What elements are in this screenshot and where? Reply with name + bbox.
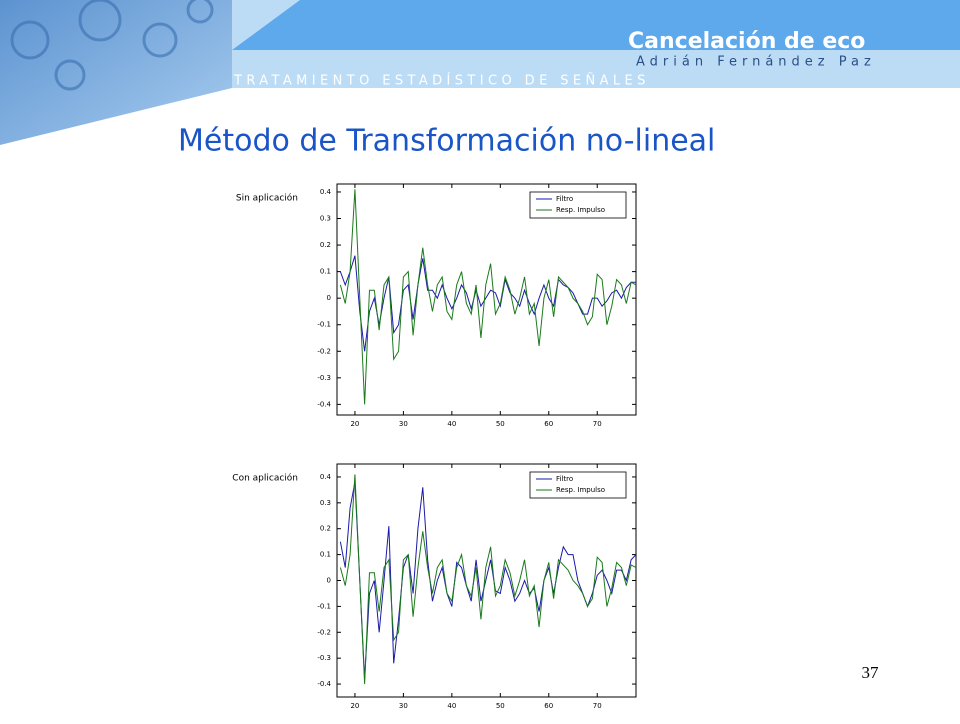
y-tick-label: 0.2 [320,241,331,249]
legend-label: Filtro [556,195,573,203]
y-tick-label: -0.4 [317,680,331,688]
chart: Con aplicación -0.4 -0.3 -0.2 -0.1 0 0.1 0.2 0.3… [232,463,637,710]
y-tick-label: -0.2 [317,347,331,355]
y-tick-label: 0 [327,294,331,302]
x-tick-label: 20 [350,420,359,428]
x-tick-label: 60 [544,702,553,710]
y-tick-label: 0 [327,577,331,585]
y-tick-label: -0.1 [317,602,331,610]
y-tick-label: -0.3 [317,374,331,382]
x-tick-label: 40 [447,702,456,710]
plot-frame [336,463,637,698]
x-tick-label: 30 [399,420,408,428]
x-tick-label: 70 [593,702,602,710]
chart-label: Sin aplicación [236,193,298,204]
y-tick-label: -0.4 [317,400,331,408]
photo-pattern [10,0,214,91]
x-tick-label: 70 [593,420,602,428]
y-tick-label: 0.3 [320,499,331,507]
header-author: Adrián Fernández Paz [636,55,876,70]
y-tick-label: -0.1 [317,321,331,329]
header-course: TRATAMIENTO ESTADÍSTICO DE SEÑALES [233,73,650,89]
y-tick-label: -0.2 [317,628,331,636]
y-tick-label: 0.3 [320,215,331,223]
legend-box [529,471,627,499]
y-tick-label: -0.3 [317,654,331,662]
x-tick-label: 30 [399,702,408,710]
chart: Sin aplicación -0.4 -0.3 -0.2 -0.1 0 0.1 0.2 0.3… [236,183,637,428]
header-bar [232,0,960,50]
plot-area [339,189,636,405]
y-tick-label: 0.1 [320,268,331,276]
series-line [339,189,636,405]
x-tick-label: 40 [447,420,456,428]
plot-frame [336,183,637,416]
legend-label: Resp. Impulso [556,206,605,214]
header-photo [0,0,232,145]
x-tick-label: 50 [496,420,505,428]
legend-label: Filtro [556,475,573,483]
chart-label: Con aplicación [232,473,298,484]
series-line [339,474,636,685]
page-number: 37 [862,663,880,682]
y-tick-label: 0.1 [320,551,331,559]
legend-box [529,191,627,219]
legend-label: Resp. Impulso [556,486,605,494]
header-title: Cancelación de eco [628,29,865,54]
plot-area [339,474,636,685]
y-tick-label: 0.4 [320,473,332,481]
y-tick-label: 0.2 [320,525,331,533]
x-tick-label: 60 [544,420,553,428]
y-tick-label: 0.4 [320,188,332,196]
x-tick-label: 20 [350,702,359,710]
x-tick-label: 50 [496,702,505,710]
slide-title: Método de Transformación no-lineal [178,124,715,159]
